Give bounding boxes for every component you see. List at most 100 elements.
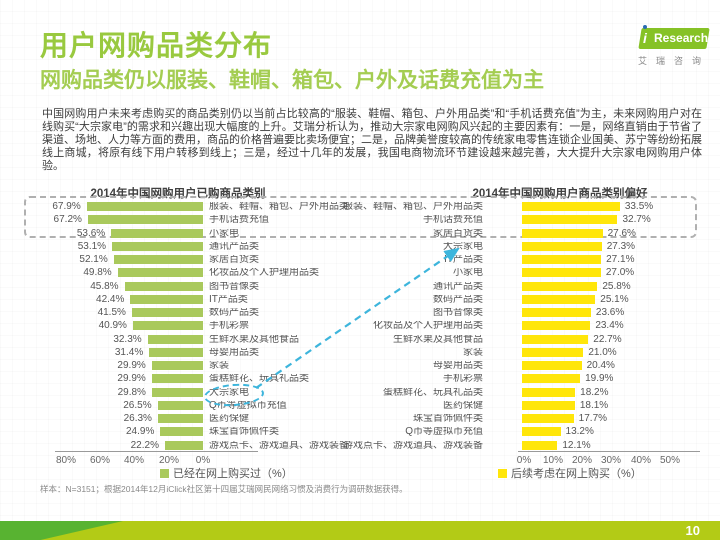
category-label: 图书音像类	[209, 281, 259, 292]
category-label: 服装、鞋帽、箱包、户外用品类	[209, 202, 349, 212]
value-label: 29.9%	[117, 361, 146, 371]
x-axis-tick: 60%	[89, 455, 110, 466]
category-label: 家装	[209, 361, 229, 371]
category-label: IT产品类	[444, 255, 483, 265]
bar-purchased-1	[87, 215, 203, 225]
chart-legend: 后续考虑在网上购买（%）	[498, 465, 642, 481]
bar-purchased-12	[151, 361, 203, 370]
bar-considering-14	[522, 387, 576, 397]
bar-considering-16	[522, 414, 574, 423]
value-label: 52.1%	[79, 255, 108, 265]
category-label: Q币等虚拟币充值	[209, 400, 287, 411]
bar-considering-10	[522, 334, 589, 344]
bar-purchased-16	[157, 414, 203, 423]
value-label: 40.9%	[98, 321, 127, 332]
value-label: 67.2%	[53, 215, 82, 226]
category-label: 游戏点卡、游戏道具、游戏装备	[209, 440, 349, 451]
bar-purchased-14	[151, 387, 203, 397]
logo-i-dot	[643, 25, 647, 29]
category-label: 游戏点卡、游戏道具、游戏装备	[343, 440, 483, 451]
logo-i: i	[643, 30, 647, 46]
value-label: 20.4%	[586, 361, 615, 371]
bar-considering-15	[522, 400, 575, 410]
bar-considering-6	[522, 281, 598, 291]
bar-considering-12	[522, 361, 582, 370]
value-label: 23.4%	[595, 321, 624, 332]
category-label: 家装	[463, 347, 483, 358]
sample-footnote: 样本：N=3151；根据2014年12月iClick社区第十四届艾瑞网民网络习惯…	[40, 484, 408, 494]
category-label: 手机彩票	[209, 321, 249, 332]
category-label: IT产品类	[209, 294, 248, 305]
logo-chinese-text: 艾瑞咨询	[638, 56, 711, 66]
category-label: 大宗家电	[443, 241, 483, 252]
footer-band	[0, 521, 720, 540]
category-label: 医药保健	[443, 400, 483, 411]
category-label: 手机话费充值	[209, 215, 269, 226]
value-label: 23.6%	[595, 308, 625, 318]
category-label: 母婴用品类	[209, 347, 259, 358]
category-label: 图书音像类	[433, 308, 483, 318]
value-label: 45.8%	[90, 281, 119, 292]
value-label: 27.3%	[606, 241, 636, 252]
category-label: 家居百货类	[433, 228, 483, 239]
category-label: 数码产品类	[209, 308, 259, 318]
value-label: 42.4%	[96, 294, 125, 305]
legend-swatch	[498, 468, 507, 478]
value-label: 26.5%	[123, 400, 152, 411]
value-label: 17.7%	[578, 414, 608, 424]
category-label: 通讯产品类	[433, 281, 483, 292]
bar-considering-8	[522, 308, 591, 317]
category-label: 珠宝首饰佩件类	[413, 414, 483, 424]
page-title: 用户网购品类分布	[40, 30, 273, 61]
legend-label: 后续考虑在网上购买（%）	[511, 468, 642, 480]
page-subtitle: 网购品类仍以服装、鞋帽、箱包、户外及话费充值为主	[40, 69, 544, 92]
category-label: 手机话费充值	[423, 215, 483, 226]
value-label: 18.2%	[580, 387, 609, 398]
x-axis-tick: 10%	[542, 455, 563, 466]
category-label: 生鲜水果及其他食品	[209, 334, 299, 345]
value-label: 27.1%	[606, 255, 635, 265]
bar-considering-7	[522, 294, 596, 304]
x-axis-line	[518, 451, 700, 452]
category-label: 大宗家电	[209, 387, 249, 398]
value-label: 21.0%	[588, 347, 617, 358]
top-two-categories-dashed-box	[24, 196, 697, 238]
value-label: 26.3%	[123, 414, 152, 424]
bar-considering-5	[522, 268, 601, 278]
x-axis-tick: 80%	[55, 455, 76, 466]
bar-purchased-5	[117, 268, 203, 278]
category-label: 化妆品及个人护理用品类	[373, 321, 483, 332]
bar-purchased-4	[113, 255, 203, 264]
value-label: 24.9%	[125, 427, 155, 438]
x-axis-tick: 0%	[195, 455, 211, 466]
legend-swatch	[160, 468, 169, 478]
bar-considering-13	[522, 374, 581, 384]
bar-purchased-8	[131, 308, 203, 317]
bar-purchased-15	[157, 400, 203, 410]
value-label: 22.7%	[593, 334, 622, 345]
category-label: 蛋糕鲜花、玩具礼品类	[383, 387, 483, 398]
value-label: 31.4%	[114, 347, 144, 358]
x-axis-line	[55, 451, 258, 452]
value-label: 49.8%	[83, 268, 112, 279]
bar-considering-4	[522, 255, 602, 264]
bar-considering-18	[522, 440, 558, 450]
category-label: 小家电	[209, 228, 239, 239]
category-label: 母婴用品类	[433, 361, 483, 371]
x-axis-tick: 40%	[123, 455, 144, 466]
iresearch-logo: i Research 艾瑞咨询	[632, 25, 712, 68]
value-label: 53.1%	[77, 241, 107, 252]
bar-purchased-18	[164, 440, 203, 450]
bar-purchased-6	[124, 281, 203, 291]
value-label: 25.1%	[600, 294, 629, 305]
bar-purchased-17	[160, 427, 203, 437]
value-label: 53.6%	[76, 228, 106, 239]
bar-purchased-0	[86, 202, 203, 211]
bar-purchased-11	[149, 347, 203, 357]
bar-purchased-2	[111, 228, 203, 238]
x-axis-tick: 50%	[659, 455, 680, 466]
bar-purchased-3	[112, 241, 203, 251]
category-label: 通讯产品类	[209, 241, 259, 252]
value-label: 25.8%	[602, 281, 631, 292]
bar-purchased-10	[147, 334, 203, 344]
